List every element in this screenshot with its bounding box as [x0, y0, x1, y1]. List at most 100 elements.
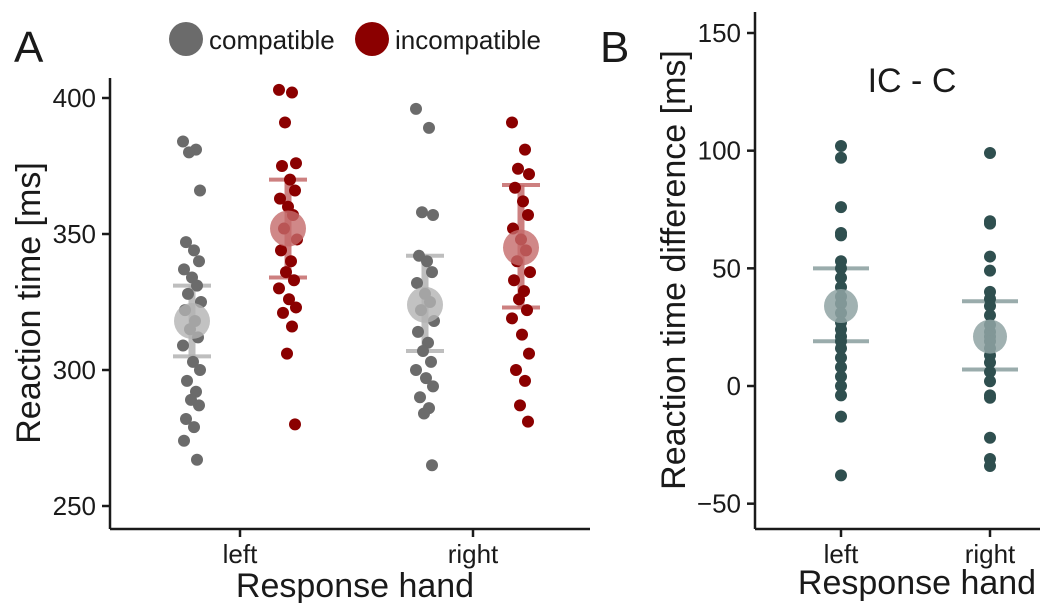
point-difference-left	[835, 151, 847, 164]
point-compatible-left	[180, 236, 192, 249]
point-compatible-right	[412, 325, 424, 338]
point-incompatible-left	[281, 347, 293, 360]
point-incompatible-right	[517, 195, 529, 208]
point-incompatible-left	[289, 184, 301, 197]
panel-b-y-tick-label-150: 150	[698, 18, 741, 48]
legend-incompatible-label: incompatible	[395, 25, 541, 55]
point-incompatible-left	[273, 282, 285, 295]
panel-b-y-tick-label-100: 100	[698, 136, 741, 166]
panel-b-y-tick-label--50: −50	[697, 489, 741, 519]
point-difference-right	[984, 365, 996, 378]
point-difference-left	[835, 370, 847, 383]
point-difference-right	[984, 147, 996, 160]
point-difference-left	[835, 380, 847, 392]
panel-a-y-tick-label-250: 250	[53, 491, 96, 521]
point-compatible-right	[423, 121, 435, 134]
point-difference-right	[984, 299, 996, 312]
point-compatible-left	[193, 399, 205, 412]
panel-b-x-tick-label-right: right	[965, 539, 1016, 569]
point-difference-left	[835, 229, 847, 242]
point-compatible-left	[181, 374, 193, 387]
point-compatible-right	[410, 364, 422, 376]
panel-label-b: B	[600, 23, 629, 72]
point-incompatible-left	[290, 301, 302, 314]
point-difference-right	[984, 375, 996, 388]
point-compatible-left	[188, 244, 200, 257]
panel-b-x-axis-label: Response hand	[798, 564, 1036, 602]
point-difference-right	[984, 391, 996, 404]
point-incompatible-left	[277, 306, 289, 319]
point-incompatible-right	[523, 168, 535, 181]
point-difference-left	[835, 262, 847, 275]
point-incompatible-left	[280, 266, 292, 279]
point-compatible-left	[188, 421, 200, 434]
point-difference-right	[984, 431, 996, 444]
point-difference-left	[835, 271, 847, 284]
mean-difference-right	[973, 319, 1007, 354]
point-compatible-left	[177, 339, 189, 352]
panel-a-y-tick-label-300: 300	[53, 355, 96, 385]
point-incompatible-left	[273, 83, 285, 96]
point-incompatible-right	[522, 415, 534, 428]
point-incompatible-left	[290, 157, 302, 170]
panel-b-y-tick-label-50: 50	[712, 253, 741, 283]
point-difference-right	[984, 250, 996, 263]
point-incompatible-right	[524, 266, 536, 279]
point-incompatible-left	[279, 116, 291, 129]
panel-b-x-tick-label-left: left	[824, 539, 859, 569]
point-compatible-left	[180, 412, 192, 425]
point-compatible-left	[182, 287, 194, 300]
panel-a-y-tick-label-400: 400	[53, 83, 96, 113]
point-compatible-right	[426, 266, 438, 279]
point-compatible-left	[178, 263, 190, 276]
panel-label-a: A	[14, 23, 44, 72]
point-incompatible-left	[276, 160, 288, 172]
point-compatible-right	[427, 208, 439, 221]
point-difference-left	[835, 469, 847, 482]
point-incompatible-right	[513, 293, 525, 306]
point-incompatible-left	[285, 255, 297, 268]
panel-a-y-axis-label: Reaction time [ms]	[10, 162, 48, 444]
point-incompatible-left	[289, 418, 301, 431]
point-incompatible-left	[283, 293, 295, 306]
point-compatible-left	[191, 453, 203, 466]
point-incompatible-left	[284, 173, 296, 186]
point-compatible-left	[178, 434, 190, 447]
point-incompatible-left	[286, 86, 298, 99]
point-incompatible-right	[523, 347, 535, 360]
point-difference-left	[835, 139, 847, 152]
point-compatible-right	[426, 459, 438, 472]
panel-a-x-axis-label: Response hand	[236, 567, 474, 603]
point-incompatible-right	[508, 274, 520, 287]
point-incompatible-right	[522, 208, 534, 221]
point-difference-left	[835, 201, 847, 214]
point-compatible-right	[410, 102, 422, 115]
legend: compatible incompatible	[169, 22, 541, 56]
point-compatible-left	[193, 255, 205, 268]
panel-a-y-tick-label-350: 350	[53, 219, 96, 249]
point-compatible-right	[418, 407, 430, 420]
point-incompatible-right	[521, 304, 533, 317]
mean-difference-left	[824, 288, 858, 323]
panel-b-y-axis-label: Reaction time difference [ms]	[655, 50, 693, 490]
point-compatible-left	[187, 355, 199, 368]
point-compatible-right	[417, 344, 429, 357]
panel-a-plot: 250 300 350 400 left right Reaction time [ms…	[10, 78, 590, 603]
mean-compatible-left	[174, 303, 210, 340]
point-incompatible-right	[506, 116, 518, 129]
point-compatible-right	[416, 206, 428, 219]
point-difference-left	[835, 389, 847, 402]
legend-compatible-swatch	[169, 22, 203, 56]
point-difference-left	[835, 410, 847, 423]
point-difference-right	[984, 264, 996, 277]
panel-b-title: IC - C	[868, 62, 957, 100]
point-compatible-right	[425, 355, 437, 368]
panel-b-plot: −50 0 50 100 150 left right IC - C Reaction t…	[655, 12, 1040, 602]
point-difference-left	[835, 361, 847, 374]
point-incompatible-right	[512, 162, 524, 175]
mean-compatible-right	[407, 286, 443, 323]
point-difference-right	[984, 460, 996, 473]
panel-a-x-tick-label-right: right	[448, 539, 499, 569]
point-incompatible-left	[275, 244, 287, 257]
